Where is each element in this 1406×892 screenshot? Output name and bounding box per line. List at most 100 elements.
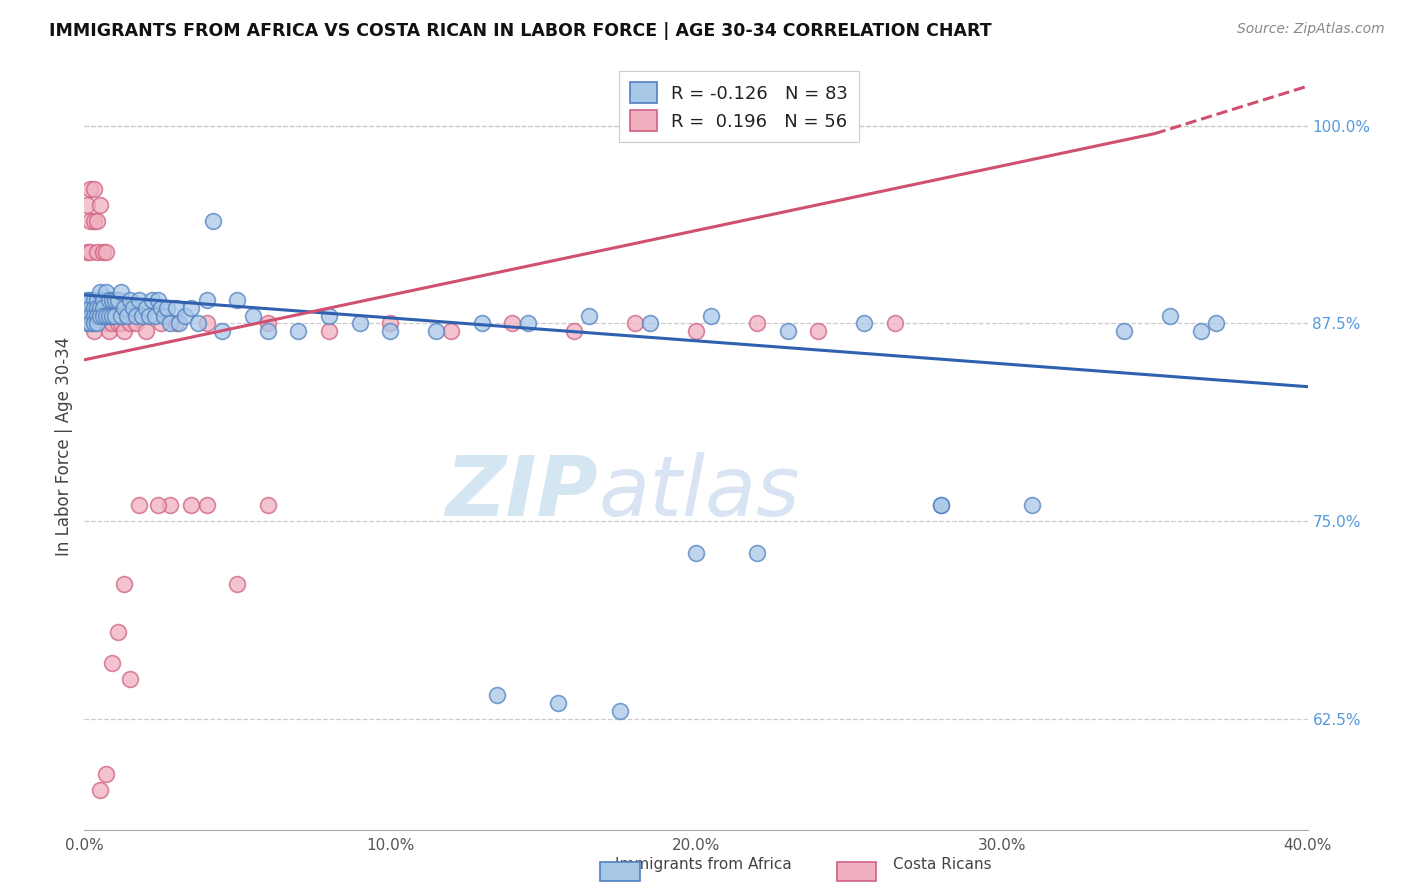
Point [97, 324, 120, 338]
Point [110, 317, 132, 331]
Point [257, 324, 280, 338]
Point [562, 324, 585, 338]
Point [89, 285, 111, 299]
Point [380, 324, 402, 338]
Point [89, 301, 111, 315]
Point [211, 324, 233, 338]
Point [107, 293, 129, 307]
Point [128, 498, 150, 512]
Point [131, 309, 153, 323]
Point [120, 673, 142, 687]
Point [79, 245, 101, 260]
Point [149, 301, 172, 315]
Point [143, 309, 166, 323]
Point [226, 577, 249, 591]
Text: Immigrants from Africa: Immigrants from Africa [614, 857, 792, 872]
Point [101, 657, 124, 671]
Point [159, 498, 181, 512]
Point [107, 624, 129, 639]
Point [165, 317, 187, 331]
Point [425, 324, 447, 338]
Point [112, 301, 135, 315]
Point [141, 293, 163, 307]
Point [180, 301, 202, 315]
Point [89, 198, 111, 212]
Point [91, 309, 114, 323]
Point [104, 293, 127, 307]
Point [149, 317, 172, 331]
Point [79, 309, 101, 323]
Point [97, 293, 120, 307]
Text: Costa Ricans: Costa Ricans [893, 857, 991, 872]
Point [125, 317, 148, 331]
Point [83, 182, 105, 196]
Point [1205, 317, 1227, 331]
Point [624, 317, 647, 331]
Point [226, 293, 249, 307]
Point [138, 309, 160, 323]
Point [380, 317, 402, 331]
Point [174, 309, 197, 323]
Point [1021, 498, 1043, 512]
Point [318, 309, 340, 323]
Point [159, 317, 181, 331]
Point [83, 317, 105, 331]
Point [94, 317, 117, 331]
Point [195, 498, 218, 512]
Point [89, 309, 111, 323]
Point [516, 317, 538, 331]
Point [86, 213, 108, 227]
Point [76, 317, 98, 331]
Point [76, 309, 98, 323]
Point [153, 309, 176, 323]
Point [91, 301, 114, 315]
Point [195, 317, 218, 331]
Point [94, 309, 117, 323]
Point [201, 213, 224, 227]
Point [112, 324, 135, 338]
Point [180, 498, 202, 512]
Point [79, 182, 101, 196]
Text: atlas: atlas [598, 451, 800, 533]
Point [1114, 324, 1136, 338]
Point [776, 324, 799, 338]
Point [94, 245, 117, 260]
Point [242, 309, 264, 323]
Point [101, 317, 124, 331]
Point [89, 309, 111, 323]
Point [79, 293, 101, 307]
Point [86, 293, 108, 307]
Point [685, 546, 707, 560]
Point [86, 245, 108, 260]
Point [97, 309, 120, 323]
Text: ZIP: ZIP [446, 451, 598, 533]
Point [471, 317, 494, 331]
Point [91, 309, 114, 323]
Point [1159, 309, 1181, 323]
Point [186, 317, 208, 331]
Point [502, 317, 524, 331]
Point [94, 285, 117, 299]
Point [167, 317, 190, 331]
Point [747, 317, 769, 331]
Point [86, 301, 108, 315]
Point [76, 309, 98, 323]
Point [929, 498, 952, 512]
Point [101, 293, 124, 307]
Point [120, 293, 142, 307]
Point [83, 301, 105, 315]
Point [638, 317, 661, 331]
Point [101, 309, 124, 323]
Point [79, 213, 101, 227]
Point [83, 293, 105, 307]
Point [86, 317, 108, 331]
Point [110, 285, 132, 299]
Point [486, 688, 509, 702]
Point [76, 245, 98, 260]
Point [83, 309, 105, 323]
Point [91, 245, 114, 260]
Point [86, 309, 108, 323]
Point [86, 309, 108, 323]
Point [807, 324, 830, 338]
Point [547, 696, 569, 710]
